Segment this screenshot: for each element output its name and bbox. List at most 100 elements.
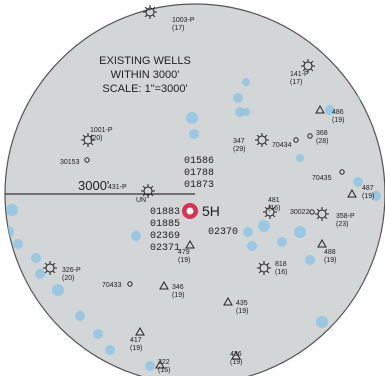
well-358-p: 358-P(23) xyxy=(315,207,355,228)
well-count-label: (20) xyxy=(90,135,102,142)
well-id-label: 818 xyxy=(275,261,287,268)
triangle-well-icon xyxy=(155,359,165,369)
circle-well-icon xyxy=(84,157,90,163)
well-id-label: 322 xyxy=(158,359,170,366)
well-141-p: 141-P(17) xyxy=(290,59,315,86)
triangle-well-icon xyxy=(315,104,325,114)
well-id-label: 487 xyxy=(362,185,374,192)
well-id-label: 1001-P xyxy=(90,127,113,134)
well-id-label: 479 xyxy=(178,249,190,256)
well-id-label: 70435 xyxy=(312,175,332,182)
well-479: 479(19) xyxy=(178,239,195,264)
un-label: UN xyxy=(136,197,146,204)
well-count-label: (17) xyxy=(172,25,184,32)
well-30153: 30153 xyxy=(60,157,90,166)
gas-well-symbol-icon xyxy=(301,59,315,73)
well-id-label: 435 xyxy=(236,300,248,307)
center-id-top-3: 01873 xyxy=(184,180,214,191)
well-id-label: 1003-P xyxy=(172,17,195,24)
well-481: 481(16) xyxy=(263,197,280,219)
map-title-line-3: SCALE: 1"=3000' xyxy=(102,83,187,95)
well-count-label: (16) xyxy=(275,269,287,276)
well-347: 347(29) xyxy=(233,133,269,153)
center-well-label: 5H xyxy=(202,203,220,219)
well-818: 818(16) xyxy=(257,261,287,276)
triangle-well-icon xyxy=(159,280,169,290)
well-487: 487(19) xyxy=(347,185,374,200)
gas-well-symbol-icon xyxy=(43,261,57,275)
center-id-left-3: 02369 xyxy=(150,231,180,242)
well-id-label: 486 xyxy=(332,109,344,116)
well-30022: 30022 xyxy=(290,209,315,216)
well-431-p: 431-P xyxy=(108,184,155,198)
well-435: 435(19) xyxy=(223,296,248,315)
well-id-label: 30153 xyxy=(60,159,80,166)
wells-layer: 1003-P(17)141-P(17)486(19)1001-P(20)3015… xyxy=(43,5,374,374)
well-id-label: 70434 xyxy=(272,142,292,149)
well-1003-p: 1003-P(17) xyxy=(143,5,195,32)
center-id-left-2: 01885 xyxy=(150,219,180,230)
center-id-top-2: 01788 xyxy=(184,168,214,179)
well-count-label: (16) xyxy=(268,205,280,212)
well-id-label: 141-P xyxy=(290,71,309,78)
well-count-label: (16) xyxy=(158,367,170,374)
center-well-marker xyxy=(182,203,198,219)
gas-well-symbol-icon xyxy=(141,184,155,198)
well-count-label: (29) xyxy=(233,146,245,153)
center-id-left-4: 02371 xyxy=(150,243,180,254)
gas-well-symbol-icon xyxy=(263,205,277,219)
well-id-label: 326-P xyxy=(62,267,81,274)
well-count-label: (19) xyxy=(178,257,190,264)
circle-well-icon xyxy=(339,169,345,175)
well-id-label: 417 xyxy=(130,337,142,344)
center-id-left-1: 01883 xyxy=(150,207,180,218)
well-count-label: (28) xyxy=(316,138,328,145)
well-id-label: 431-P xyxy=(108,184,127,191)
well-id-label: 436 xyxy=(230,351,242,358)
well-368: 368(28) xyxy=(307,130,328,145)
well-count-label: (19) xyxy=(362,193,374,200)
well-436: 436(19) xyxy=(230,350,242,366)
circle-well-icon xyxy=(293,137,299,143)
water-dots xyxy=(5,78,381,371)
gas-well-symbol-icon xyxy=(143,5,157,19)
well-id-label: 368 xyxy=(316,130,328,137)
triangle-well-icon xyxy=(231,350,241,360)
well-count-label: (19) xyxy=(332,117,344,124)
well-id-label: 488 xyxy=(324,249,336,256)
gas-well-symbol-icon xyxy=(315,207,329,221)
well-id-label: 346 xyxy=(172,284,184,291)
well-count-label: (23) xyxy=(336,221,348,228)
center-id-right: 02370 xyxy=(208,227,238,238)
map-title-line-1: EXISTING WELLS xyxy=(99,55,191,67)
well-count-label: (19) xyxy=(230,359,242,366)
gas-well-symbol-icon xyxy=(257,261,271,275)
well-count-label: (19) xyxy=(172,292,184,299)
map-title-line-2: WITHIN 3000' xyxy=(111,69,180,81)
triangle-well-icon xyxy=(347,188,357,198)
triangle-well-icon xyxy=(185,239,195,249)
well-70434: 70434 xyxy=(272,137,299,149)
well-70433: 70433 xyxy=(102,281,133,289)
well-count-label: (19) xyxy=(324,257,336,264)
well-417: 417(19) xyxy=(130,326,145,352)
gas-well-symbol-icon xyxy=(255,133,269,147)
circle-well-icon xyxy=(127,281,133,287)
circle-well-icon xyxy=(309,209,315,215)
well-id-label: 347 xyxy=(233,138,245,145)
well-70435: 70435 xyxy=(312,169,345,182)
well-id-label: 70433 xyxy=(102,282,122,289)
triangle-well-icon xyxy=(317,238,327,248)
well-count-label: (19) xyxy=(236,308,248,315)
radius-label: 3000' xyxy=(78,178,109,193)
well-322: 322(16) xyxy=(155,359,170,374)
gas-well-symbol-icon xyxy=(81,133,95,147)
well-486: 486(19) xyxy=(315,104,344,124)
well-488: 488(19) xyxy=(317,238,336,264)
triangle-well-icon xyxy=(135,326,145,336)
well-count-label: (19) xyxy=(130,345,142,352)
well-id-label: 30022 xyxy=(290,209,310,216)
well-count-label: (17) xyxy=(290,79,302,86)
